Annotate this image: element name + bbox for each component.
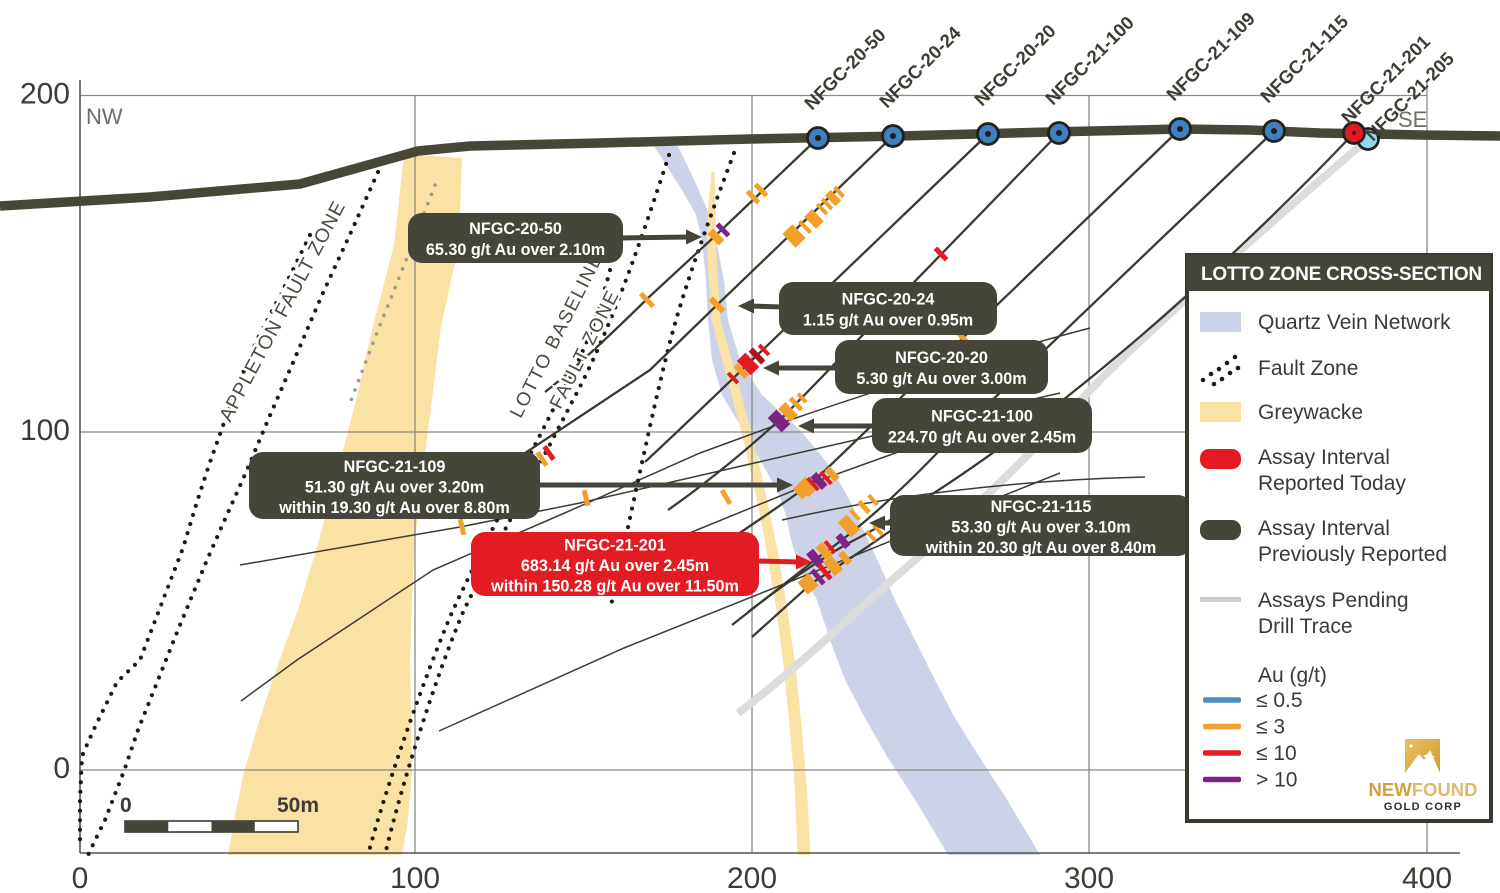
svg-text:Fault Zone: Fault Zone [1258,357,1358,380]
svg-text:200: 200 [727,862,777,893]
svg-text:NFGC-20-50: NFGC-20-50 [469,220,562,238]
svg-text:NFGC-21-115: NFGC-21-115 [991,498,1092,516]
svg-text:Assay Interval: Assay Interval [1258,517,1390,540]
svg-text:Greywacke: Greywacke [1258,401,1363,424]
svg-text:NFGC-21-109: NFGC-21-109 [344,458,446,476]
svg-text:≤ 3: ≤ 3 [1256,716,1285,739]
svg-text:within 150.28 g/t Au over 11.5: within 150.28 g/t Au over 11.50m [490,578,739,596]
svg-text:NW: NW [86,104,123,129]
svg-text:within 20.30 g/t Au over 8.40m: within 20.30 g/t Au over 8.40m [925,539,1157,557]
svg-text:NEWFOUND: NEWFOUND [1369,779,1478,800]
svg-text:SE: SE [1398,107,1427,132]
svg-text:≤ 0.5: ≤ 0.5 [1256,689,1303,712]
svg-text:100: 100 [20,414,70,447]
svg-text:Reported Today: Reported Today [1258,472,1406,495]
svg-text:> 10: > 10 [1256,769,1297,792]
svg-text:Drill Trace: Drill Trace [1258,615,1353,638]
svg-text:≤ 10: ≤ 10 [1256,742,1297,765]
svg-text:300: 300 [1064,862,1114,893]
svg-text:53.30 g/t Au over 3.10m: 53.30 g/t Au over 3.10m [951,519,1130,537]
svg-text:within 19.30 g/t Au over 8.80m: within 19.30 g/t Au over 8.80m [278,499,510,517]
svg-text:NFGC-21-100: NFGC-21-100 [931,408,1033,426]
svg-text:NFGC-20-20: NFGC-20-20 [895,349,988,367]
svg-text:0: 0 [72,862,89,893]
svg-text:200: 200 [20,78,70,111]
svg-text:0: 0 [120,794,132,817]
svg-text:5.30 g/t Au over 3.00m: 5.30 g/t Au over 3.00m [856,370,1026,388]
svg-text:Assay Interval: Assay Interval [1258,446,1390,469]
svg-text:224.70 g/t Au over 2.45m: 224.70 g/t Au over 2.45m [888,429,1076,447]
svg-text:0: 0 [53,752,70,785]
svg-text:LOTTO ZONE CROSS-SECTION: LOTTO ZONE CROSS-SECTION [1201,264,1482,285]
svg-text:683.14 g/t Au over 2.45m: 683.14 g/t Au over 2.45m [521,557,709,575]
svg-text:50m: 50m [277,794,319,817]
svg-text:Quartz Vein Network: Quartz Vein Network [1258,311,1451,334]
svg-text:65.30 g/t Au over 2.10m: 65.30 g/t Au over 2.10m [426,241,605,259]
svg-text:Assays Pending: Assays Pending [1258,589,1409,612]
svg-text:1.15 g/t Au over 0.95m: 1.15 g/t Au over 0.95m [803,312,973,330]
svg-text:Au (g/t): Au (g/t) [1258,664,1327,687]
svg-text:400: 400 [1402,862,1452,893]
svg-text:NFGC-20-24: NFGC-20-24 [842,291,935,309]
svg-text:NFGC-21-201: NFGC-21-201 [564,537,666,555]
svg-text:GOLD CORP: GOLD CORP [1384,801,1462,813]
svg-text:100: 100 [390,862,440,893]
svg-text:Previously Reported: Previously Reported [1258,543,1447,566]
svg-text:51.30 g/t Au over 3.20m: 51.30 g/t Au over 3.20m [305,479,484,497]
